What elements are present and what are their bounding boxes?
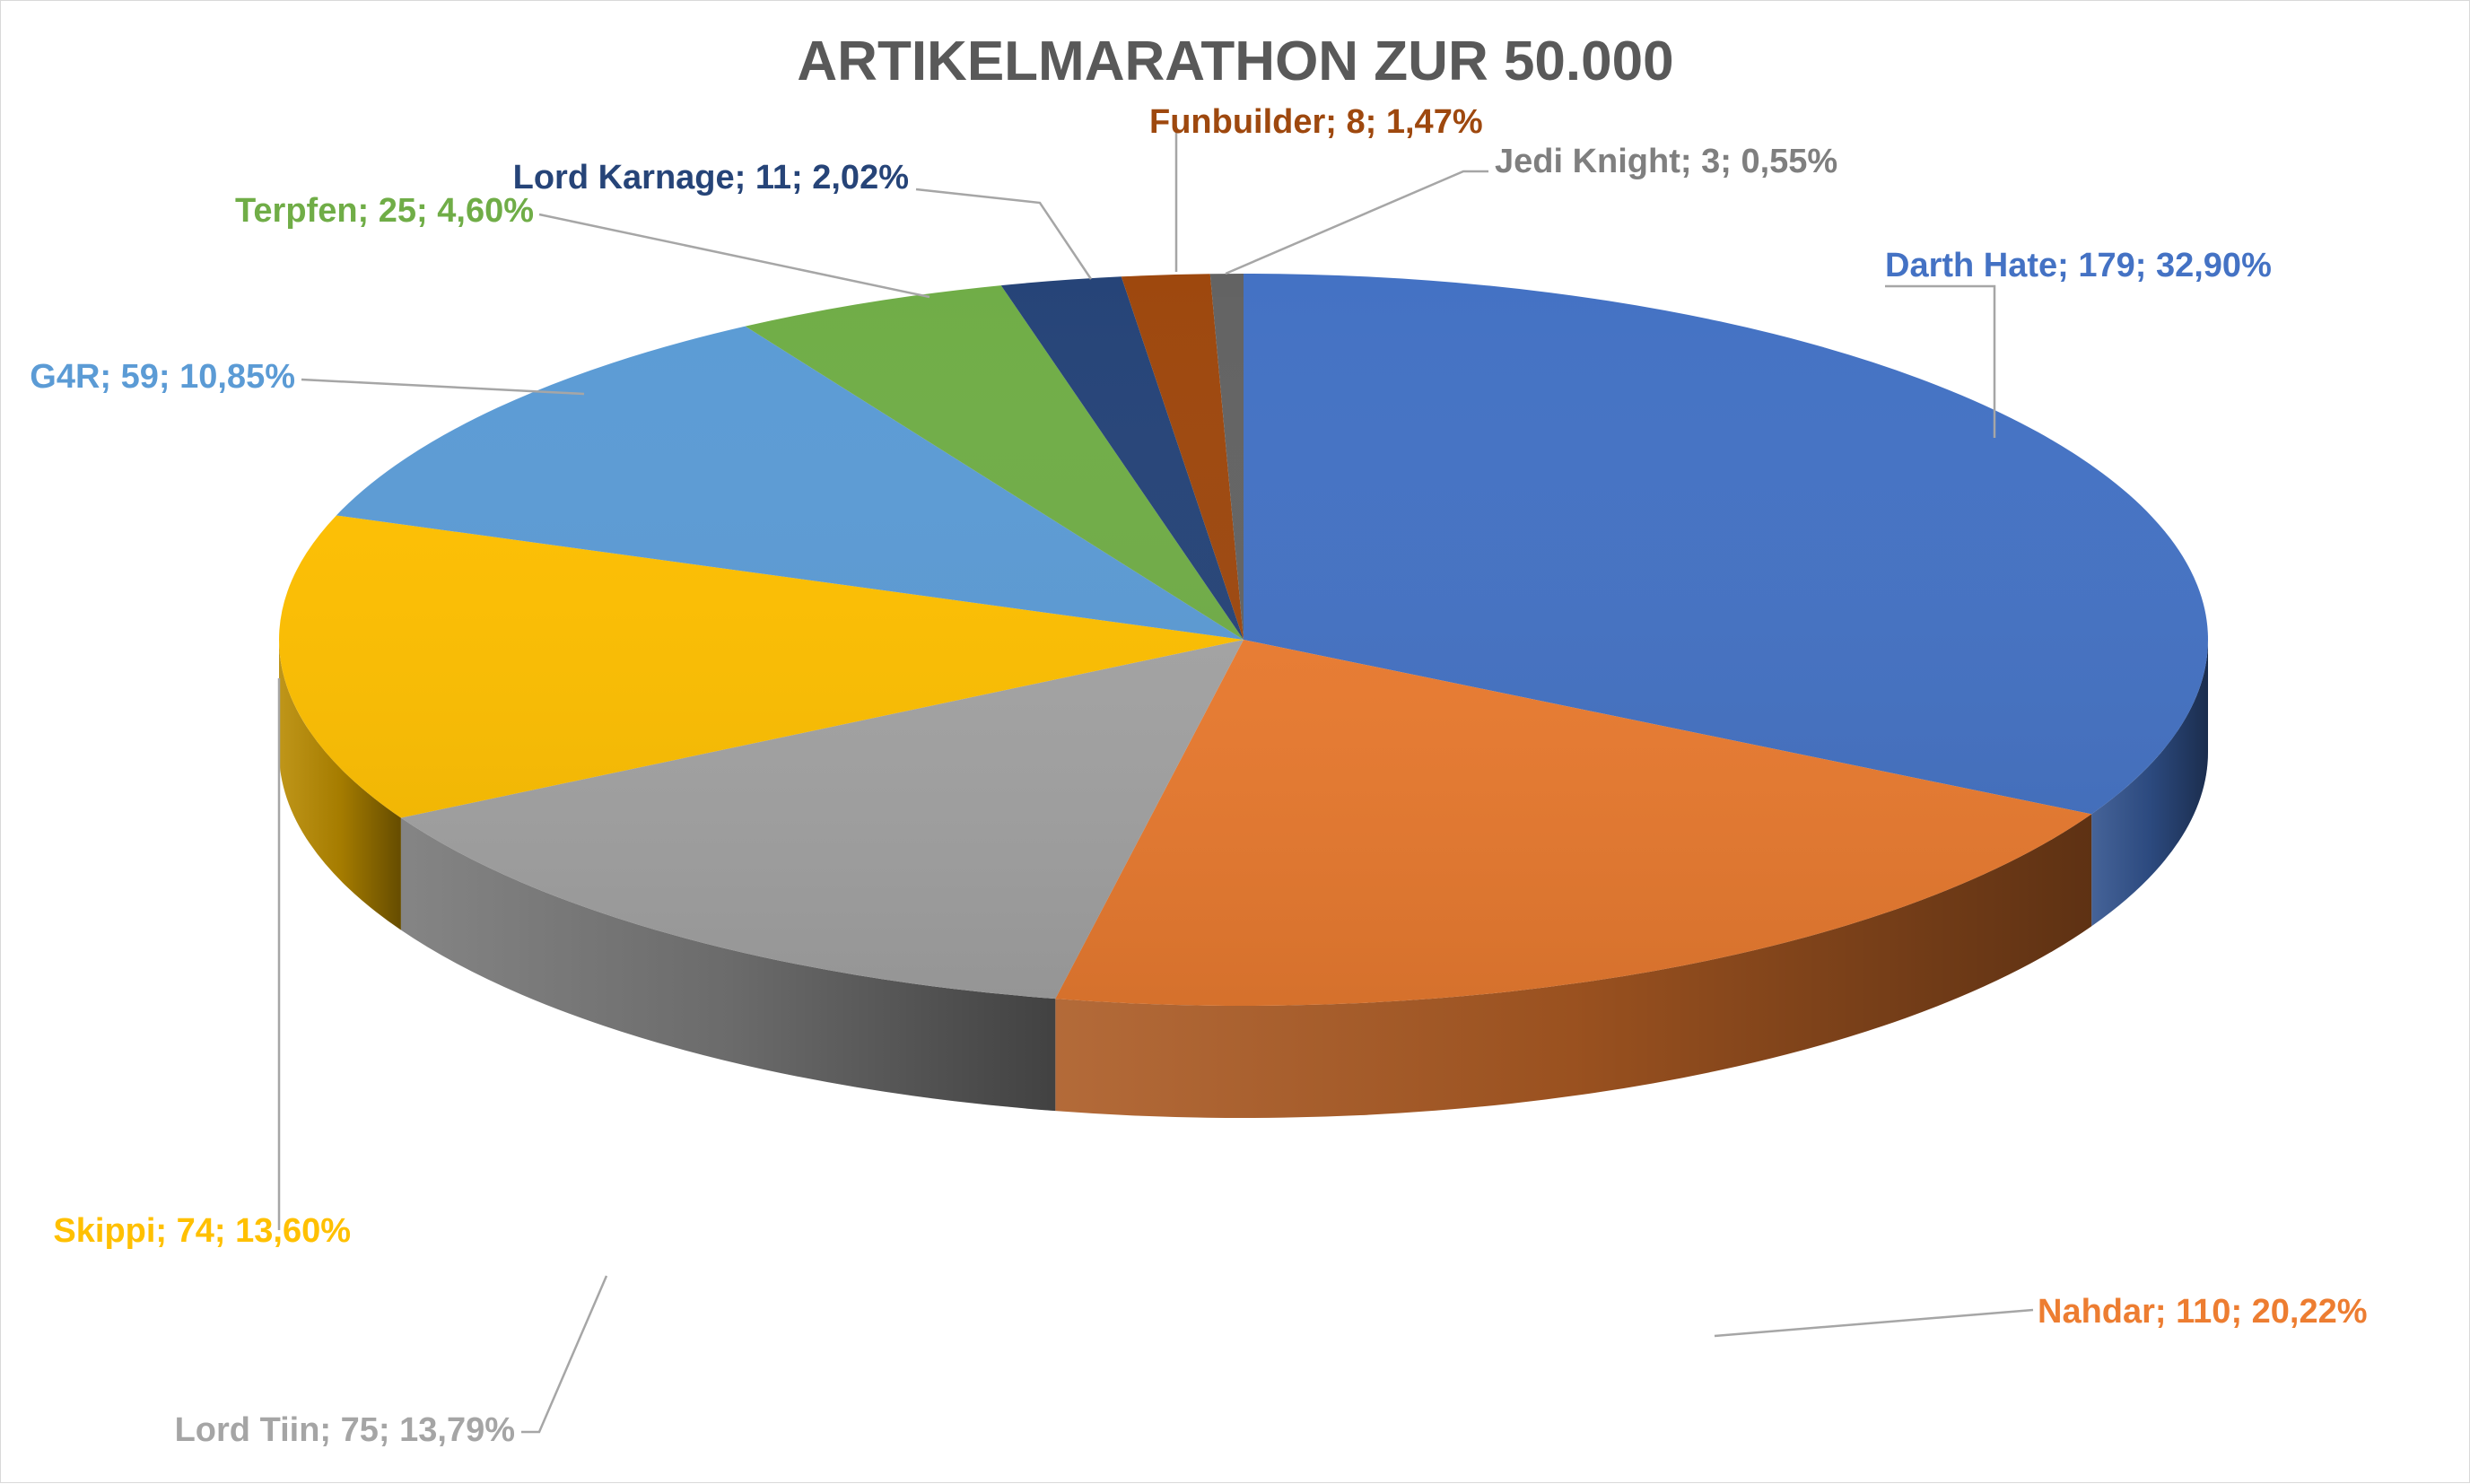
leader-line-jedi-knight	[1225, 170, 1488, 275]
pie-top	[279, 274, 2208, 1006]
pie-sides	[279, 640, 2208, 1118]
leader-line-nahdar	[1714, 1308, 2034, 1338]
data-label-nahdar: Nahdar; 110; 20,22%	[2038, 1293, 2368, 1331]
pie-side-shading-nahdar	[1055, 814, 2092, 1118]
pie-side-shading-darth-hate	[2091, 640, 2208, 927]
chart-title: ARTIKELMARATHON ZUR 50.000	[797, 31, 1673, 92]
leader-line-darth-hate	[1885, 284, 1996, 438]
pie-side-shading-skippi	[279, 640, 401, 930]
data-label-skippi: Skippi; 74; 13,60%	[53, 1212, 351, 1250]
data-label-lord-karnage: Lord Karnage; 11; 2,02%	[513, 159, 909, 196]
pie-side-shading-lord-tiin	[400, 817, 1056, 1112]
data-label-darth-hate: Darth Hate; 179; 32,90%	[1885, 247, 2272, 284]
leader-lines	[277, 131, 2034, 1434]
data-labels: Darth Hate; 179; 32,90% Nahdar; 110; 20,2…	[30, 103, 2367, 1449]
leader-line-terpfen	[538, 213, 930, 299]
pie-top-sheen	[279, 274, 2208, 1006]
data-label-g4r: G4R; 59; 10,85%	[30, 358, 295, 396]
data-label-lord-tiin: Lord Tiin; 75; 13,79%	[175, 1411, 515, 1449]
leader-line-lord-tiin	[521, 1275, 608, 1434]
data-label-terpfen: Terpfen; 25; 4,60%	[235, 192, 534, 230]
data-label-jedi-knight: Jedi Knight; 3; 0,55%	[1495, 143, 1837, 180]
data-label-funbuilder: Funbuilder; 8; 1,47%	[1149, 103, 1483, 141]
leader-line-g4r	[301, 378, 585, 396]
leader-line-lord-karnage	[915, 188, 1093, 280]
